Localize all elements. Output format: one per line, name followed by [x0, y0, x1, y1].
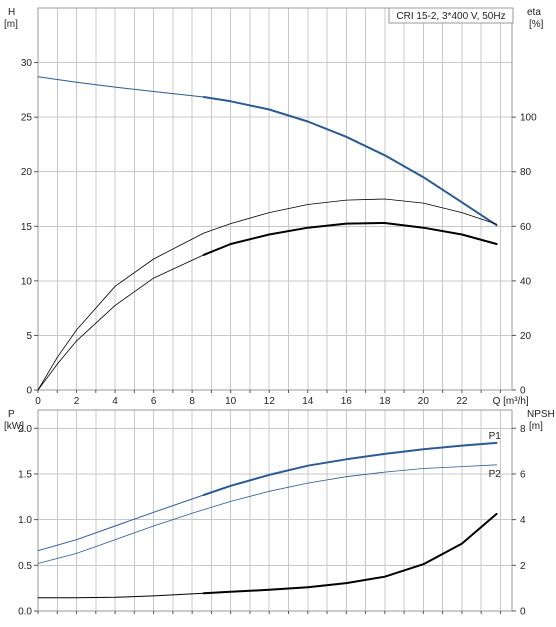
y-right-tick-label: 8 [520, 424, 526, 435]
series-line [37, 494, 205, 552]
x-tick-label: 18 [379, 396, 391, 407]
series-line [202, 512, 498, 595]
title-box: CRI 15-2, 3*400 V, 50Hz [388, 7, 514, 24]
y-right-tick-label: 80 [520, 167, 532, 178]
y-left-tick-label: 25 [21, 113, 33, 124]
series-label: P1 [489, 431, 502, 442]
upper-chart: 0 5 10 15 20 25 30 0 20 40 60 80 100 H[m] eta[%] 0 2 4 6 8 1… [4, 7, 544, 407]
x-tick-label: 6 [151, 396, 157, 407]
y-left-tick-label: 2.0 [18, 424, 32, 435]
x-tick-label: 2 [74, 396, 80, 407]
x-tick-label: 0 [35, 396, 41, 407]
y-left-tick-label: 0.5 [18, 561, 32, 572]
plot-frame [37, 409, 513, 612]
x-tick-label: 4 [112, 396, 118, 407]
lower-chart: 0.0 0.5 1.0 1.5 2.0 0 2 4 6 8 P[kW] NPSH[m] P1 P2 [4, 409, 555, 618]
y-right-axis-unit: [%] [529, 19, 544, 30]
series-line [37, 198, 498, 391]
y-left-tick-label: 1.0 [18, 515, 32, 526]
x-tick-label: 22 [456, 396, 468, 407]
series-line [202, 96, 498, 227]
y-left-axis-label: H [8, 7, 15, 18]
y-right-axis-label: eta [527, 7, 541, 18]
chart-title: CRI 15-2, 3*400 V, 50Hz [396, 11, 505, 22]
series-line [202, 222, 498, 256]
x-tick-label: 10 [225, 396, 237, 407]
y-left-tick-label: 5 [26, 331, 32, 342]
x-tick-label: 8 [189, 396, 195, 407]
series-label: P2 [489, 469, 502, 480]
y-left-tick-label: 10 [21, 276, 33, 287]
y-right-tick-label: 0 [520, 386, 526, 397]
y-right-axis-label: NPSH [527, 409, 555, 420]
y-left-tick-label: 0 [26, 386, 32, 397]
y-left-tick-label: 30 [21, 58, 33, 69]
y-right-tick-label: 6 [520, 469, 526, 480]
y-left-axis-unit: [m] [4, 19, 18, 30]
y-right-tick-label: 2 [520, 561, 526, 572]
x-tick-label: 20 [418, 396, 430, 407]
y-right-tick-label: 0 [520, 607, 526, 618]
x-axis-label: Q [m³/h] [493, 396, 529, 407]
y-right-tick-label: 60 [520, 222, 532, 233]
series-line [37, 464, 498, 564]
y-left-tick-label: 0.0 [18, 607, 32, 618]
y-right-tick-label: 4 [520, 515, 526, 526]
y-left-tick-label: 15 [21, 222, 33, 233]
series-line [37, 76, 205, 98]
y-right-tick-label: 20 [520, 331, 532, 342]
y-right-tick-label: 40 [520, 276, 532, 287]
plot-frame [37, 7, 513, 391]
y-left-tick-label: 1.5 [18, 469, 32, 480]
y-left-axis-label: P [8, 409, 15, 420]
y-left-axis-unit: [kW] [4, 421, 24, 432]
x-tick-label: 16 [341, 396, 353, 407]
y-left-tick-label: 20 [21, 167, 33, 178]
x-tick-label: 14 [302, 396, 314, 407]
y-right-axis-unit: [m] [529, 421, 543, 432]
x-tick-label: 12 [264, 396, 276, 407]
y-right-tick-label: 100 [520, 113, 537, 124]
series-line [37, 592, 205, 599]
series-line [202, 441, 498, 496]
series-line [37, 254, 205, 391]
